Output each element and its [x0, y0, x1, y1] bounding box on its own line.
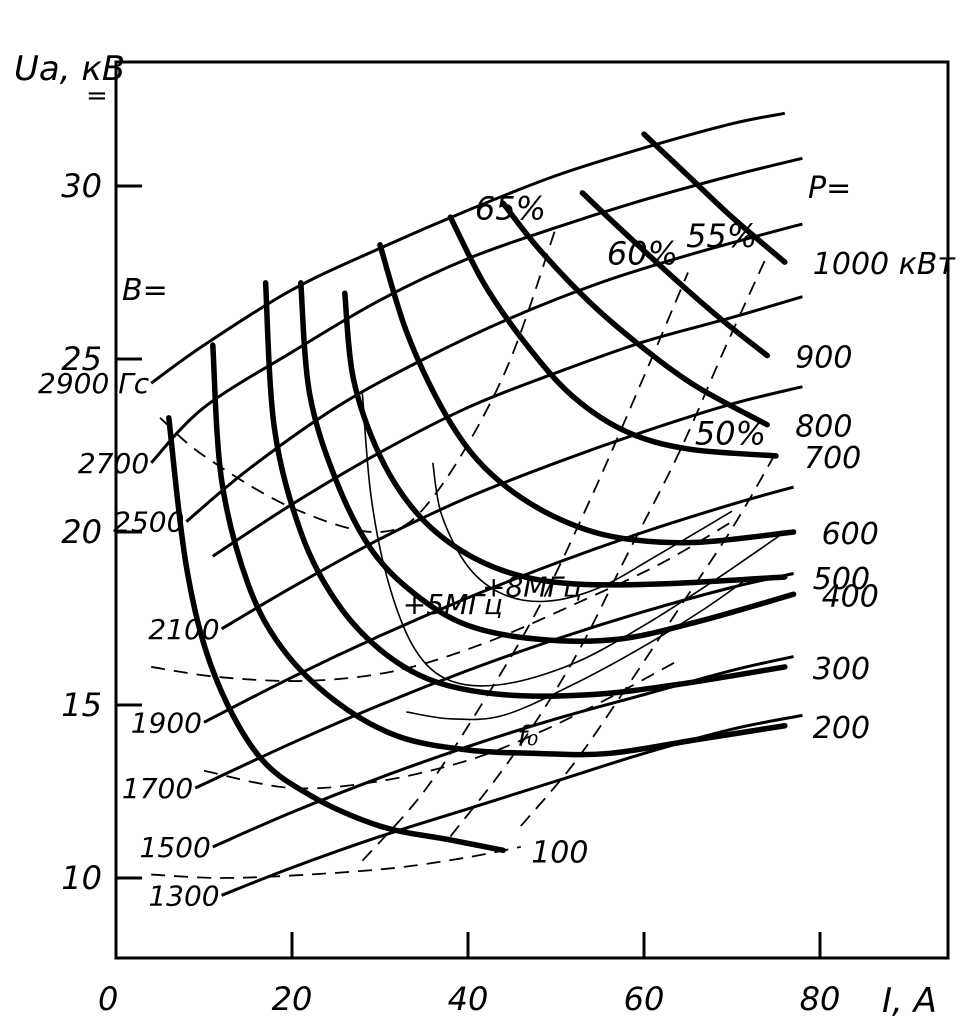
b-curve-1700: [194, 572, 794, 790]
power-curve-700: [447, 214, 779, 459]
frequency-label-5: +5МГц: [403, 588, 503, 621]
y-axis-label-sub: =: [86, 81, 108, 111]
b-curve-2900: [150, 111, 786, 385]
frequency-label-f: f₀: [517, 719, 538, 752]
frequency-curve-5: [361, 393, 786, 687]
efficiency-curve-50: [520, 451, 777, 827]
power-label-200: 200: [813, 711, 870, 746]
b-curve-3: [211, 295, 803, 558]
power-label-700: 700: [804, 441, 861, 476]
b-label-1700: 1700: [122, 772, 193, 805]
power-label-900: 900: [795, 341, 852, 376]
power-label-500: 500: [813, 562, 870, 597]
power-label-400: 400: [822, 579, 879, 614]
power-curve-300: [262, 280, 788, 699]
x-tick-label-80: 80: [800, 980, 841, 1018]
x-tick-label-0: 0: [98, 980, 118, 1018]
x-tick-label-40: 40: [448, 980, 489, 1018]
b-curve-1500: [212, 655, 794, 849]
y-tick-label-25: 25: [61, 340, 102, 378]
frequency-curve-f: [406, 576, 751, 721]
efficiency-curve-65: [159, 227, 557, 533]
power-curve-500: [342, 290, 788, 588]
power-label-800: 800: [795, 410, 852, 445]
b-label-2700: 2700: [78, 447, 149, 480]
x-tick-label-20: 20: [272, 980, 313, 1018]
power-curve-1000: [641, 131, 788, 265]
power-curve-400: [298, 280, 797, 644]
b-label-2500: 2500: [113, 506, 184, 539]
y-tick-label-30: 30: [61, 167, 102, 205]
power-curve-600: [377, 242, 797, 546]
x-tick-label-60: 60: [624, 980, 665, 1018]
efficiency-label-50: 50%: [695, 414, 766, 452]
b-header: B=: [122, 273, 168, 308]
b-label-1500: 1500: [140, 831, 211, 864]
power-curve-100: [166, 415, 506, 854]
efficiency-curve-60: [361, 272, 689, 862]
power-label-600: 600: [822, 517, 879, 552]
b-label-2100: 2100: [148, 613, 219, 646]
frequency-curve-8: [432, 462, 733, 603]
efficiency-label-60: 60%: [607, 235, 678, 273]
dashed-curve-0: [151, 845, 521, 879]
axis-ticks: 10 15 20 25 30 0 20 40 60 80: [61, 167, 840, 1018]
y-tick-label-20: 20: [61, 513, 102, 551]
dashed-curve-1: [203, 659, 680, 790]
efficiency-label-65: 65%: [475, 190, 546, 228]
frequency-label-8: +8МГц: [482, 571, 582, 604]
dashed-lines: [151, 227, 777, 879]
y-tick-label-10: 10: [61, 859, 102, 897]
plot-frame: [114, 60, 950, 960]
b-label-2900: 2900 Гс: [38, 367, 150, 400]
b-curve-1900: [203, 485, 795, 724]
efficiency-label-55: 55%: [686, 217, 757, 255]
b-label-1900: 1900: [131, 706, 202, 739]
power-label-300: 300: [813, 652, 870, 687]
bold-lines: [166, 131, 797, 854]
b-label-1300: 1300: [148, 879, 219, 912]
power-header: P=: [808, 171, 851, 206]
b-curve-1300: [221, 713, 803, 897]
x-axis-label: I, A: [882, 981, 937, 1021]
power-curve-200: [210, 342, 788, 758]
power-label-100: 100: [531, 835, 588, 870]
power-curve-800: [500, 200, 770, 428]
efficiency-curve-55: [449, 254, 769, 838]
y-tick-label-15: 15: [61, 686, 102, 724]
power-curve-900: [579, 190, 770, 359]
power-label-1000: 1000 кВт: [813, 247, 957, 282]
y-axis-label: Uа, кВ: [14, 49, 125, 89]
